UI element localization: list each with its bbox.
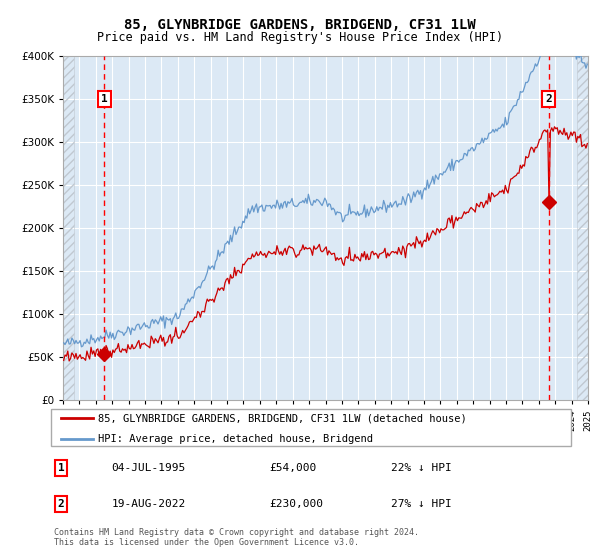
Bar [63,56,74,400]
Text: 85, GLYNBRIDGE GARDENS, BRIDGEND, CF31 1LW: 85, GLYNBRIDGE GARDENS, BRIDGEND, CF31 1… [124,18,476,32]
Text: £230,000: £230,000 [270,499,324,509]
Text: 85, GLYNBRIDGE GARDENS, BRIDGEND, CF31 1LW (detached house): 85, GLYNBRIDGE GARDENS, BRIDGEND, CF31 1… [98,413,467,423]
Text: 19-AUG-2022: 19-AUG-2022 [112,499,185,509]
Text: £54,000: £54,000 [270,463,317,473]
Text: 1: 1 [58,463,65,473]
Text: 22% ↓ HPI: 22% ↓ HPI [391,463,452,473]
Text: 27% ↓ HPI: 27% ↓ HPI [391,499,452,509]
Text: 1: 1 [101,94,107,104]
Text: HPI: Average price, detached house, Bridgend: HPI: Average price, detached house, Brid… [98,434,373,444]
Bar [577,56,588,400]
FancyBboxPatch shape [50,409,571,446]
Text: Contains HM Land Registry data © Crown copyright and database right 2024.
This d: Contains HM Land Registry data © Crown c… [54,528,419,547]
Text: Price paid vs. HM Land Registry's House Price Index (HPI): Price paid vs. HM Land Registry's House … [97,31,503,44]
Text: 2: 2 [58,499,65,509]
Text: 2: 2 [545,94,552,104]
Text: 04-JUL-1995: 04-JUL-1995 [112,463,185,473]
